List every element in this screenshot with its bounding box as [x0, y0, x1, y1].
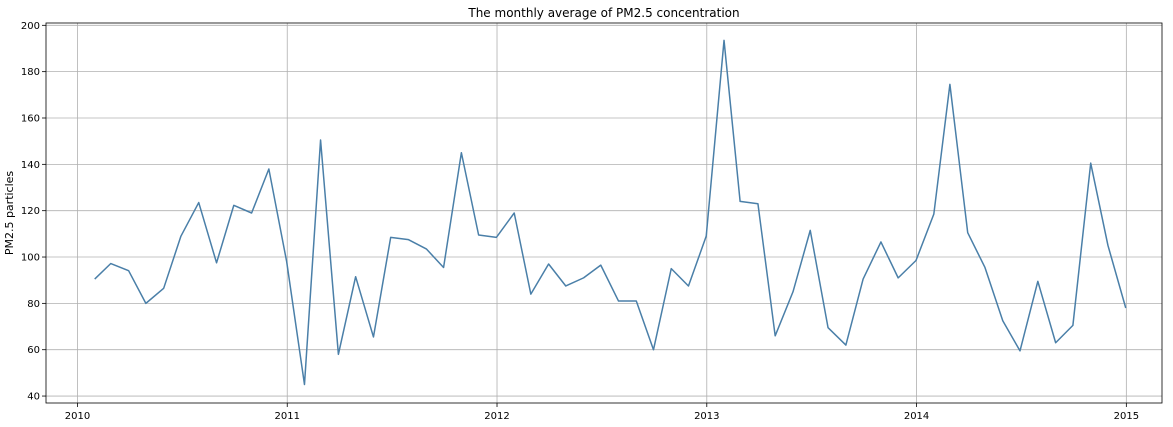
y-tick-label: 180 — [21, 67, 40, 78]
grid — [46, 23, 1162, 403]
y-tick-label: 80 — [27, 299, 40, 310]
y-axis-label: PM2.5 particles — [3, 171, 16, 256]
series-line — [94, 39, 1127, 386]
x-axis: 2010 2011 2012 2013 2014 2015 — [65, 403, 1139, 422]
y-axis: 40 60 80 100 120 140 160 180 200 — [21, 21, 46, 403]
y-tick-label: 200 — [21, 21, 40, 32]
plot-frame — [45, 22, 1163, 404]
x-tick-label: 2015 — [1114, 411, 1139, 422]
y-tick-label: 140 — [21, 160, 40, 171]
y-tick-label: 40 — [27, 392, 40, 403]
y-tick-label: 160 — [21, 114, 40, 125]
x-tick-label: 2010 — [65, 411, 90, 422]
x-tick-label: 2012 — [484, 411, 509, 422]
x-tick-label: 2013 — [694, 411, 719, 422]
x-tick-label: 2014 — [904, 411, 929, 422]
series-group — [94, 39, 1127, 386]
y-tick-label: 60 — [27, 345, 40, 356]
chart-title: The monthly average of PM2.5 concentrati… — [467, 6, 739, 20]
y-tick-label: 100 — [21, 253, 40, 264]
x-tick-label: 2011 — [275, 411, 300, 422]
y-tick-label: 120 — [21, 206, 40, 217]
